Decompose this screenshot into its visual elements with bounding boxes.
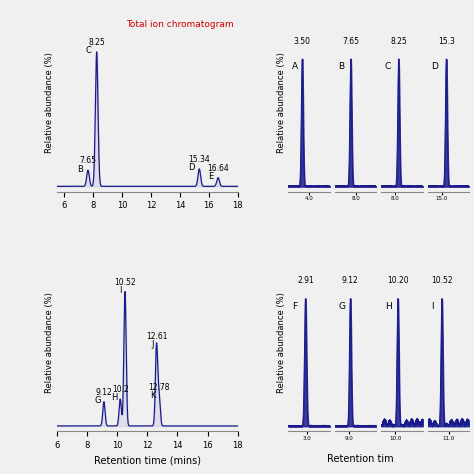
Text: H: H: [384, 302, 392, 311]
Text: 8.25: 8.25: [390, 36, 407, 46]
Text: 3.50: 3.50: [294, 36, 311, 46]
Text: J: J: [151, 340, 154, 348]
Text: B: B: [77, 164, 83, 173]
Text: G: G: [338, 302, 345, 311]
Text: 7.65: 7.65: [80, 156, 97, 165]
Text: 7.65: 7.65: [342, 36, 359, 46]
Text: B: B: [338, 62, 344, 71]
Text: 10.52: 10.52: [431, 276, 453, 285]
Text: I: I: [431, 302, 434, 311]
Text: 10.20: 10.20: [387, 276, 409, 285]
Y-axis label: Relative abundance (%): Relative abundance (%): [45, 292, 54, 393]
Text: F: F: [292, 302, 297, 311]
X-axis label: Retention time (mins): Retention time (mins): [94, 456, 201, 465]
Text: 9.12: 9.12: [96, 388, 112, 397]
Text: C: C: [86, 46, 91, 55]
Text: D: D: [188, 163, 194, 172]
Text: E: E: [208, 172, 213, 181]
Text: 8.25: 8.25: [88, 38, 105, 47]
Text: D: D: [431, 62, 438, 71]
Text: Retention tim: Retention tim: [327, 454, 393, 464]
Y-axis label: Relative abundance (%): Relative abundance (%): [277, 292, 286, 393]
Text: K: K: [151, 391, 156, 400]
Text: 2.91: 2.91: [297, 276, 314, 285]
Text: C: C: [384, 62, 391, 71]
Text: 12.78: 12.78: [148, 383, 170, 392]
Text: 15.3: 15.3: [438, 36, 455, 46]
Text: 10.2: 10.2: [112, 385, 128, 394]
Text: 9.12: 9.12: [342, 276, 359, 285]
Text: 15.34: 15.34: [188, 155, 210, 164]
Text: I: I: [119, 286, 122, 295]
Text: Total ion chromatogram: Total ion chromatogram: [127, 19, 234, 28]
Text: A: A: [292, 62, 298, 71]
Y-axis label: Relative abundance (%): Relative abundance (%): [277, 53, 286, 154]
Text: H: H: [111, 393, 117, 402]
Text: 12.61: 12.61: [146, 331, 167, 340]
Text: 10.52: 10.52: [114, 278, 136, 287]
Text: 16.64: 16.64: [207, 164, 229, 173]
Y-axis label: Relative abundance (%): Relative abundance (%): [45, 53, 54, 154]
Text: G: G: [94, 396, 101, 405]
